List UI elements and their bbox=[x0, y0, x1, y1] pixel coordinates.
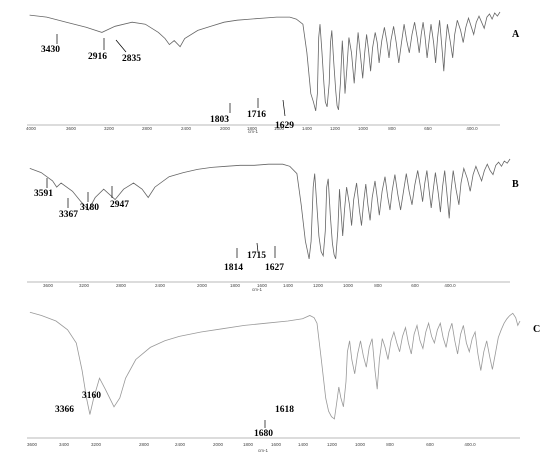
panel-letter-c: C bbox=[533, 324, 540, 335]
leader-1715 bbox=[256, 242, 259, 253]
tick-label: 3200 bbox=[91, 442, 102, 447]
unit-label-a: cm-1 bbox=[248, 129, 258, 134]
tick-label: 600 bbox=[411, 283, 419, 288]
tick-label: 400.0 bbox=[464, 442, 476, 447]
tick-label: 1600 bbox=[257, 283, 268, 288]
tick-label: 3600 bbox=[66, 126, 77, 131]
tick-label: 2400 bbox=[155, 283, 166, 288]
unit-label-c: cm-1 bbox=[258, 448, 268, 453]
tick-label: 400.0 bbox=[444, 283, 456, 288]
tick-label: 600 bbox=[426, 442, 434, 447]
peak-label-3430: 3430 bbox=[41, 45, 60, 55]
tick-label: 2400 bbox=[181, 126, 192, 131]
leader-2835 bbox=[115, 39, 127, 53]
tick-label: 650 bbox=[424, 126, 432, 131]
peak-label-1814: 1814 bbox=[224, 263, 243, 273]
peak-label-1715: 1715 bbox=[247, 251, 266, 261]
tick-label: 2000 bbox=[220, 126, 231, 131]
peak-label-3367: 3367 bbox=[59, 210, 78, 220]
tick-label: 3200 bbox=[79, 283, 90, 288]
panel-letter-b: B bbox=[512, 179, 519, 190]
tick-label: 1200 bbox=[330, 126, 341, 131]
tick-label: 1800 bbox=[230, 283, 241, 288]
tick-label: 2000 bbox=[213, 442, 224, 447]
peak-label-3180: 3180 bbox=[80, 203, 99, 213]
peak-label-3366: 3366 bbox=[55, 405, 74, 415]
tick-label: 2800 bbox=[142, 126, 153, 131]
tick-label: 1400 bbox=[298, 442, 309, 447]
peak-label-1629: 1629 bbox=[275, 121, 294, 131]
peak-label-3591: 3591 bbox=[34, 189, 53, 199]
tick-labels-a: 4000 3600 3200 2800 2400 2000 1800 1600 1400 1200… bbox=[26, 126, 478, 131]
tick-label: 1600 bbox=[274, 126, 285, 131]
tick-label: 1200 bbox=[327, 442, 338, 447]
tick-label: 2800 bbox=[116, 283, 127, 288]
tick-label: 1400 bbox=[302, 126, 313, 131]
tick-label: 800 bbox=[388, 126, 396, 131]
tick-label: 1800 bbox=[243, 442, 254, 447]
tick-label: 4000 bbox=[26, 126, 37, 131]
spectrum-panel-a: 4000 3600 3200 2800 2400 2000 1800 1600 1400 1200… bbox=[26, 11, 520, 134]
peak-label-3160: 3160 bbox=[82, 391, 101, 401]
tick-label: 3400 bbox=[59, 442, 70, 447]
tick-label: 2800 bbox=[139, 442, 150, 447]
peak-label-1680: 1680 bbox=[254, 429, 273, 439]
peak-label-2947: 2947 bbox=[110, 200, 129, 210]
peak-label-1627: 1627 bbox=[265, 263, 284, 273]
tick-labels-c: 3600 3400 3200 2800 2400 2000 1800 1600 1400 1200… bbox=[27, 442, 476, 447]
tick-label: 1800 bbox=[247, 126, 258, 131]
tick-label: 1000 bbox=[355, 442, 366, 447]
tick-label: 3600 bbox=[27, 442, 38, 447]
tick-label: 400.0 bbox=[466, 126, 478, 131]
spectrum-line-a bbox=[29, 11, 501, 111]
peak-label-1803: 1803 bbox=[210, 115, 229, 125]
tick-labels-b: 3600 3200 2800 2400 2000 1800 1600 1400 1200 1000… bbox=[43, 283, 456, 288]
unit-label-b: cm-1 bbox=[252, 287, 262, 292]
tick-label: 2000 bbox=[197, 283, 208, 288]
tick-label: 1000 bbox=[358, 126, 369, 131]
peak-label-1618: 1618 bbox=[275, 405, 294, 415]
peak-label-1716: 1716 bbox=[247, 110, 266, 120]
tick-label: 1400 bbox=[283, 283, 294, 288]
spectrum-line-c bbox=[29, 311, 521, 420]
tick-label: 3600 bbox=[43, 283, 54, 288]
tick-label: 800 bbox=[374, 283, 382, 288]
peak-label-2916: 2916 bbox=[88, 52, 107, 62]
tick-label: 800 bbox=[386, 442, 394, 447]
panel-letter-a: A bbox=[512, 29, 520, 40]
leader-1629 bbox=[282, 99, 286, 117]
tick-label: 1200 bbox=[313, 283, 324, 288]
spectrum-line-b bbox=[29, 158, 511, 260]
spectrum-panel-c: 3600 3400 3200 2800 2400 2000 1800 1600 1400 1200… bbox=[27, 311, 540, 453]
tick-label: 2400 bbox=[175, 442, 186, 447]
tick-label: 3200 bbox=[104, 126, 115, 131]
tick-label: 1000 bbox=[343, 283, 354, 288]
peak-label-2835: 2835 bbox=[122, 54, 141, 64]
spectrum-panel-b: 3600 3200 2800 2400 2000 1800 1600 1400 1200 1000… bbox=[27, 158, 519, 292]
tick-label: 1600 bbox=[271, 442, 282, 447]
